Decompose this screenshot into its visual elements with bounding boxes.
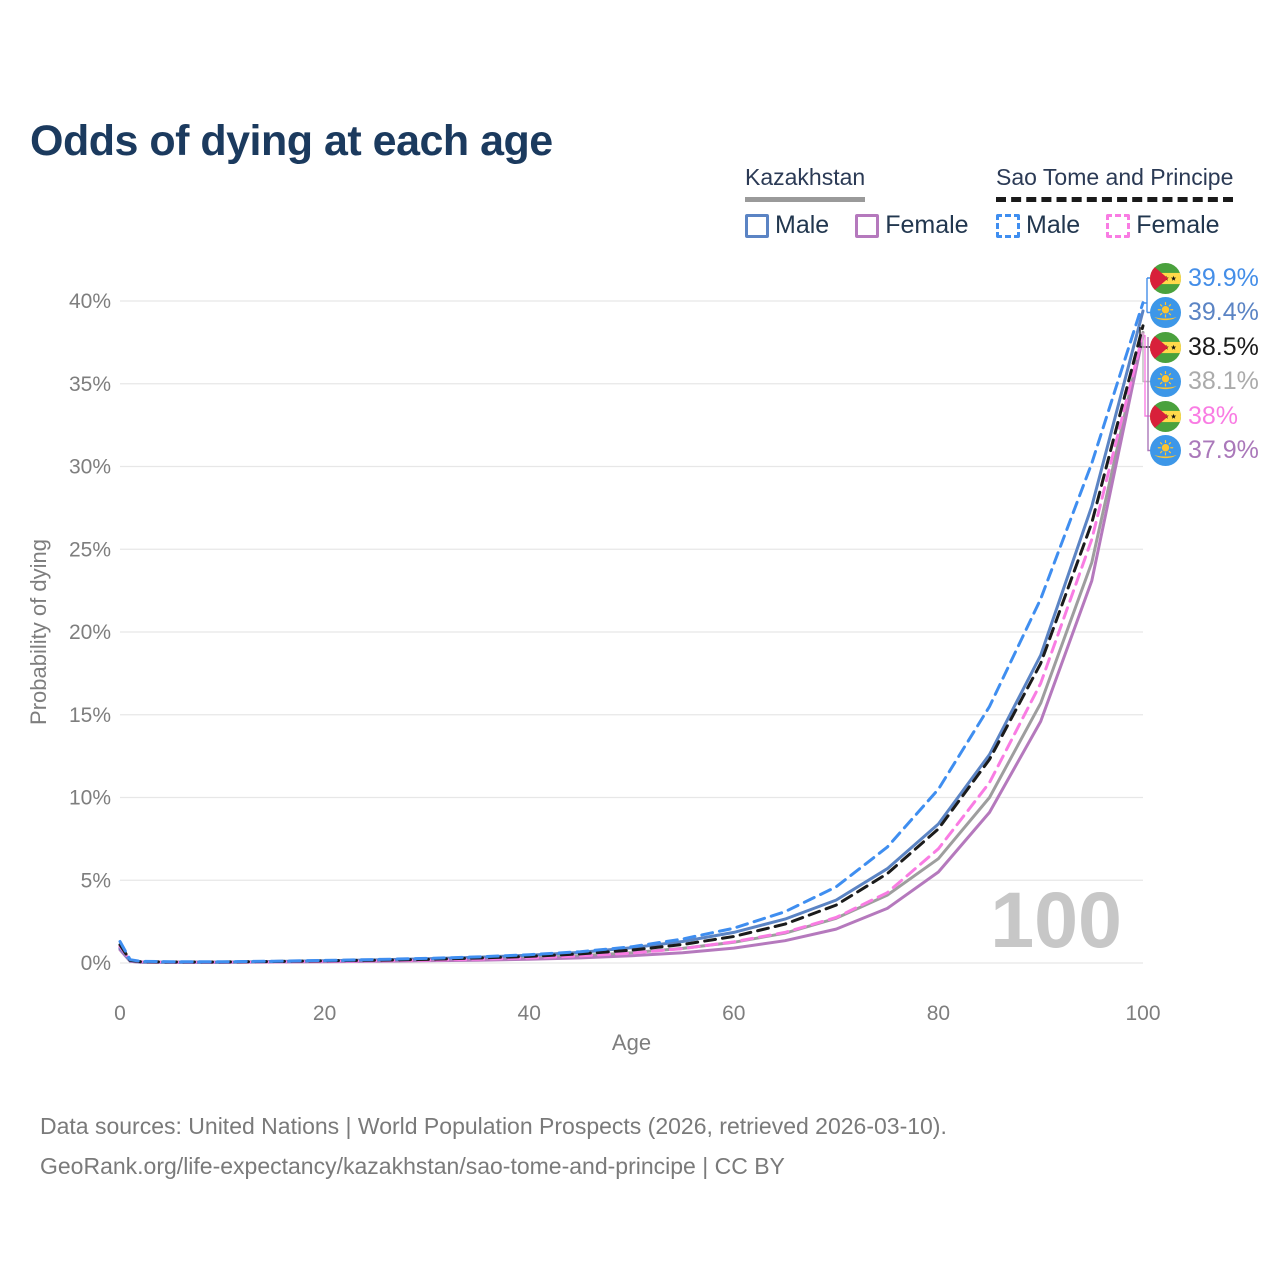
kazakhstan-flag-icon: [1150, 366, 1181, 397]
sao-tome-and-principe-flag-icon: [1150, 401, 1181, 432]
legend-country-kazakhstan: Kazakhstan: [745, 164, 866, 202]
y-tick-label: 15%: [69, 704, 111, 727]
x-tick-label: 40: [518, 1002, 541, 1025]
page-title: Odds of dying at each age: [30, 116, 553, 165]
end-label-value: 39.4%: [1188, 297, 1259, 326]
legend-country-sao-tome-and-principe: Sao Tome and Principe: [996, 164, 1234, 202]
x-tick-label: 0: [114, 1002, 126, 1025]
sao-tome-male-swatch-icon: [996, 213, 1020, 238]
kazakhstan-flag-icon: [1150, 297, 1181, 328]
x-tick-label: 20: [313, 1002, 336, 1025]
end-label-row: 39.9%: [1150, 261, 1259, 295]
end-label-row: 38.1%: [1150, 364, 1259, 398]
series-line-kazakhstan-both-sexes[interactable]: [118, 330, 1145, 964]
end-label-value: 38.1%: [1188, 366, 1259, 395]
legend-item-label: Female: [885, 211, 969, 239]
kazakhstan-male-swatch-icon: [745, 213, 769, 238]
sao-tome-and-principe-flag-icon: [1150, 263, 1181, 294]
x-tick-label: 80: [927, 1002, 950, 1025]
series-line-kazakhstan-female[interactable]: [118, 334, 1145, 964]
y-axis-title: Probability of dying: [26, 539, 51, 725]
kazakhstan-flag-icon: [1150, 435, 1181, 466]
sao-tome-female-swatch-icon: [1106, 213, 1131, 238]
x-tick-label: 100: [1125, 1002, 1160, 1025]
end-label-value: 39.9%: [1188, 263, 1259, 292]
age-watermark: 100: [990, 875, 1122, 964]
y-tick-label: 5%: [81, 869, 111, 892]
data-source-note: Data sources: United Nations | World Pop…: [40, 1106, 947, 1186]
y-tick-label: 20%: [69, 621, 111, 644]
y-tick-label: 40%: [69, 290, 111, 313]
legend-item-label: Male: [775, 211, 830, 239]
end-label-row: 37.9%: [1150, 433, 1259, 467]
end-label-value: 37.9%: [1188, 435, 1259, 464]
sao-tome-and-principe-flag-icon: [1150, 332, 1181, 363]
kazakhstan-female-swatch-icon: [855, 213, 880, 238]
legend-group-sao-tome-and-principe: Sao Tome and Principe Male Female: [996, 164, 1234, 240]
legend-row-kazakhstan: Male Female: [745, 211, 969, 240]
legend-item-label: Male: [1026, 211, 1081, 239]
series-line-sao-tome-and-principe-male[interactable]: [118, 301, 1145, 964]
end-label-value: 38%: [1188, 401, 1239, 430]
legend-item-kazakhstan-female[interactable]: Female: [855, 211, 969, 240]
x-axis-title: Age: [612, 1030, 651, 1055]
legend-item-label: Female: [1136, 211, 1220, 239]
y-tick-label: 35%: [69, 373, 111, 396]
y-tick-label: 30%: [69, 456, 111, 479]
series-line-kazakhstan-male[interactable]: [118, 309, 1145, 964]
series-line-sao-tome-and-principe-female[interactable]: [118, 332, 1145, 964]
x-tick-label: 60: [722, 1002, 745, 1025]
legend-item-sao-tome-male[interactable]: Male: [996, 211, 1080, 240]
y-tick-label: 10%: [69, 787, 111, 810]
end-label-value: 38.5%: [1188, 332, 1259, 361]
callout-line: [1142, 333, 1153, 383]
end-label-row: 38%: [1150, 399, 1238, 433]
data-source-line1: Data sources: United Nations | World Pop…: [40, 1113, 947, 1139]
legend-row-sao-tome-and-principe: Male Female: [996, 211, 1233, 240]
legend-item-sao-tome-female[interactable]: Female: [1106, 211, 1220, 240]
legend-group-kazakhstan: Kazakhstan Male Female: [745, 164, 969, 240]
legend-item-kazakhstan-male[interactable]: Male: [745, 211, 829, 240]
series-line-sao-tome-and-principe-both-sexes[interactable]: [118, 324, 1145, 964]
y-tick-label: 25%: [69, 538, 111, 561]
end-label-row: 39.4%: [1150, 295, 1259, 329]
data-source-line2: GeoRank.org/life-expectancy/kazakhstan/s…: [40, 1153, 785, 1179]
y-tick-label: 0%: [81, 952, 111, 975]
callout-line: [1143, 277, 1153, 314]
end-label-row: 38.5%: [1150, 330, 1259, 364]
